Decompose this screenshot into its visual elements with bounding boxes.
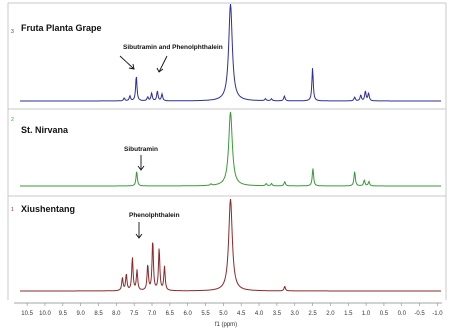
x-tick-label: 1.0: [362, 311, 371, 317]
x-tick-label: -0.5: [414, 311, 425, 317]
annotation-sibutramin-and-phenolphthalein: Sibutramin and Phenolphthalein: [123, 44, 223, 51]
x-tick-label: 4.5: [237, 311, 246, 317]
x-tick-label: 2.0: [326, 311, 335, 317]
series-index-1: 1: [11, 207, 14, 213]
x-tick-label: 5.0: [219, 311, 228, 317]
annotation-arrow: [119, 55, 135, 70]
x-tick-label: 7.0: [148, 311, 157, 317]
x-tick-label: 2.5: [308, 311, 317, 317]
x-tick-label: 3.5: [273, 311, 282, 317]
spectrum-trace-fruta-planta-grape: [20, 3, 441, 102]
series-index-3: 3: [11, 29, 14, 35]
x-axis-ticks: 10.5 10.0 9.5 9.0 8.5 8.0 7.5 7.0 6.5 6.0 5.5 5.0 4.…: [21, 303, 443, 317]
x-tick-label: 8.5: [94, 311, 103, 317]
x-tick-label: 4.0: [255, 311, 264, 317]
x-tick-label: 1.5: [344, 311, 353, 317]
spectrum-trace-xiushentang: [20, 198, 441, 292]
series-name-xiushentang: Xiushentang: [21, 204, 75, 214]
x-tick-label: 9.0: [76, 311, 85, 317]
annotation-sibutramin: Sibutramin: [124, 146, 158, 153]
x-tick-label: 0.0: [398, 311, 407, 317]
x-axis-label: f1 (ppm): [215, 322, 237, 328]
x-tick-label: 7.5: [130, 311, 139, 317]
x-tick-label: 0.5: [380, 311, 389, 317]
x-tick-label: 3.0: [291, 311, 300, 317]
series-name-st-nirvana: St. Nirvana: [21, 125, 69, 135]
x-tick-label: 6.5: [166, 311, 175, 317]
series-name-fruta-planta-grape: Fruta Planta Grape: [21, 23, 102, 33]
annotation-arrow: [137, 155, 145, 171]
x-tick-label: 8.0: [112, 311, 121, 317]
x-tick-label: 10.0: [39, 311, 51, 317]
x-tick-label: 6.0: [184, 311, 193, 317]
x-tick-label: 10.5: [21, 311, 33, 317]
x-tick-label: -1.0: [432, 311, 443, 317]
annotation-phenolphthalein: Phenolphthalein: [129, 212, 180, 219]
series-index-2: 2: [11, 117, 14, 123]
annotation-arrow: [156, 55, 168, 73]
x-tick-label: 9.5: [59, 311, 68, 317]
annotation-arrow: [135, 222, 143, 239]
spectrum-trace-st-nirvana: [20, 111, 441, 187]
x-tick-label: 5.5: [201, 311, 210, 317]
